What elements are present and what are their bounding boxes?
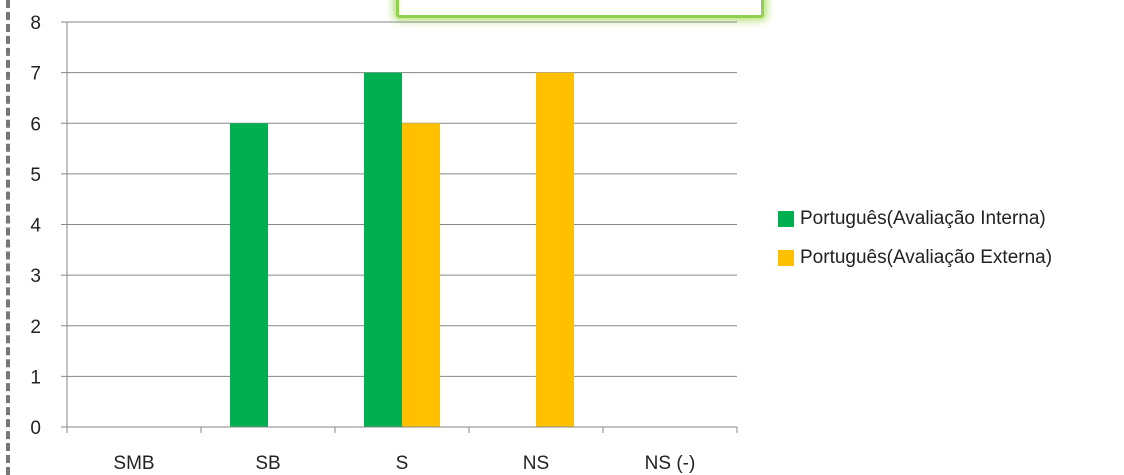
title-box [396,0,764,18]
bar [402,123,440,427]
y-tick-label: 2 [30,317,41,338]
y-tick-label: 6 [30,114,41,135]
x-tick-label: NS (-) [645,453,696,474]
y-tick-label: 0 [30,418,41,439]
y-tick-label: 8 [30,13,41,34]
y-tick-label: 3 [30,266,41,287]
legend-label: Português(Avaliação Externa) [800,247,1053,268]
bar [230,123,268,427]
y-tick-label: 4 [30,216,41,237]
y-tick-label: 1 [30,367,41,388]
legend-label: Português(Avaliação Interna) [800,208,1046,229]
x-tick-label: NS [523,453,549,474]
dashed-border [6,0,10,475]
bars [230,72,574,427]
legend-swatch [778,211,794,227]
legend-item: Português(Avaliação Interna) [778,206,1052,232]
legend-item: Português(Avaliação Externa) [778,245,1052,271]
axes [66,22,738,433]
legend-swatch [778,250,794,266]
y-tick-label: 5 [30,165,41,186]
x-tick-label: SMB [113,453,154,474]
tick-labels: 0 1 2 3 4 5 6 7 8 SMB SB S NS NS (-) [30,13,695,474]
legend: Português(Avaliação Interna) Português(Av… [778,206,1052,284]
bar [536,72,574,427]
y-tick-label: 7 [30,64,41,85]
x-tick-label: SB [255,453,280,474]
bar [364,72,402,427]
x-tick-label: S [396,453,409,474]
